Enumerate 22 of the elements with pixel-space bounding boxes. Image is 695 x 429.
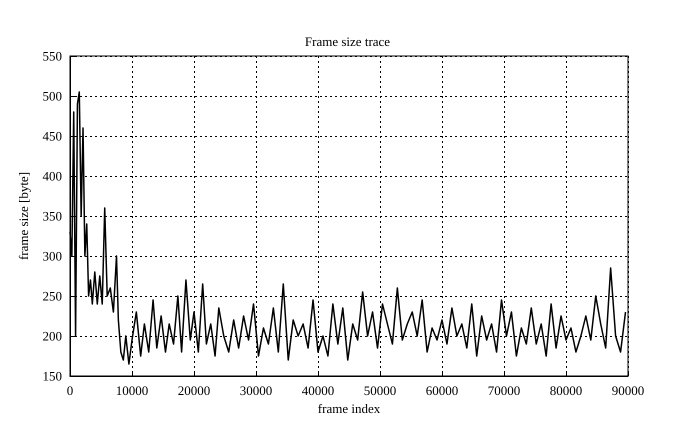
y-tick-label: 450 xyxy=(42,128,62,144)
y-tick-label: 250 xyxy=(42,288,62,304)
y-tick-label: 550 xyxy=(42,48,62,64)
x-tick-label: 90000 xyxy=(612,383,644,398)
y-tick-label: 300 xyxy=(42,248,62,264)
x-tick-label: 50000 xyxy=(364,383,396,398)
x-tick-label: 20000 xyxy=(178,383,210,398)
x-tick-label: 0 xyxy=(66,383,74,398)
x-tick-label: 30000 xyxy=(240,383,272,398)
x-axis-title: frame index xyxy=(318,400,381,416)
x-tick-label: 40000 xyxy=(302,383,334,398)
x-tick-label: 80000 xyxy=(550,383,582,398)
x-tick-label: 10000 xyxy=(116,383,148,398)
y-tick-label: 350 xyxy=(42,208,62,224)
y-tick-label: 200 xyxy=(42,328,62,344)
x-tick-label: 60000 xyxy=(426,383,458,398)
y-tick-label: 400 xyxy=(42,168,62,184)
chart-title: Frame size trace xyxy=(304,34,390,49)
y-axis-title: frame size [byte] xyxy=(16,172,31,260)
y-tick-label: 150 xyxy=(42,368,62,384)
x-tick-label: 70000 xyxy=(488,383,520,398)
y-tick-label: 500 xyxy=(42,88,62,104)
